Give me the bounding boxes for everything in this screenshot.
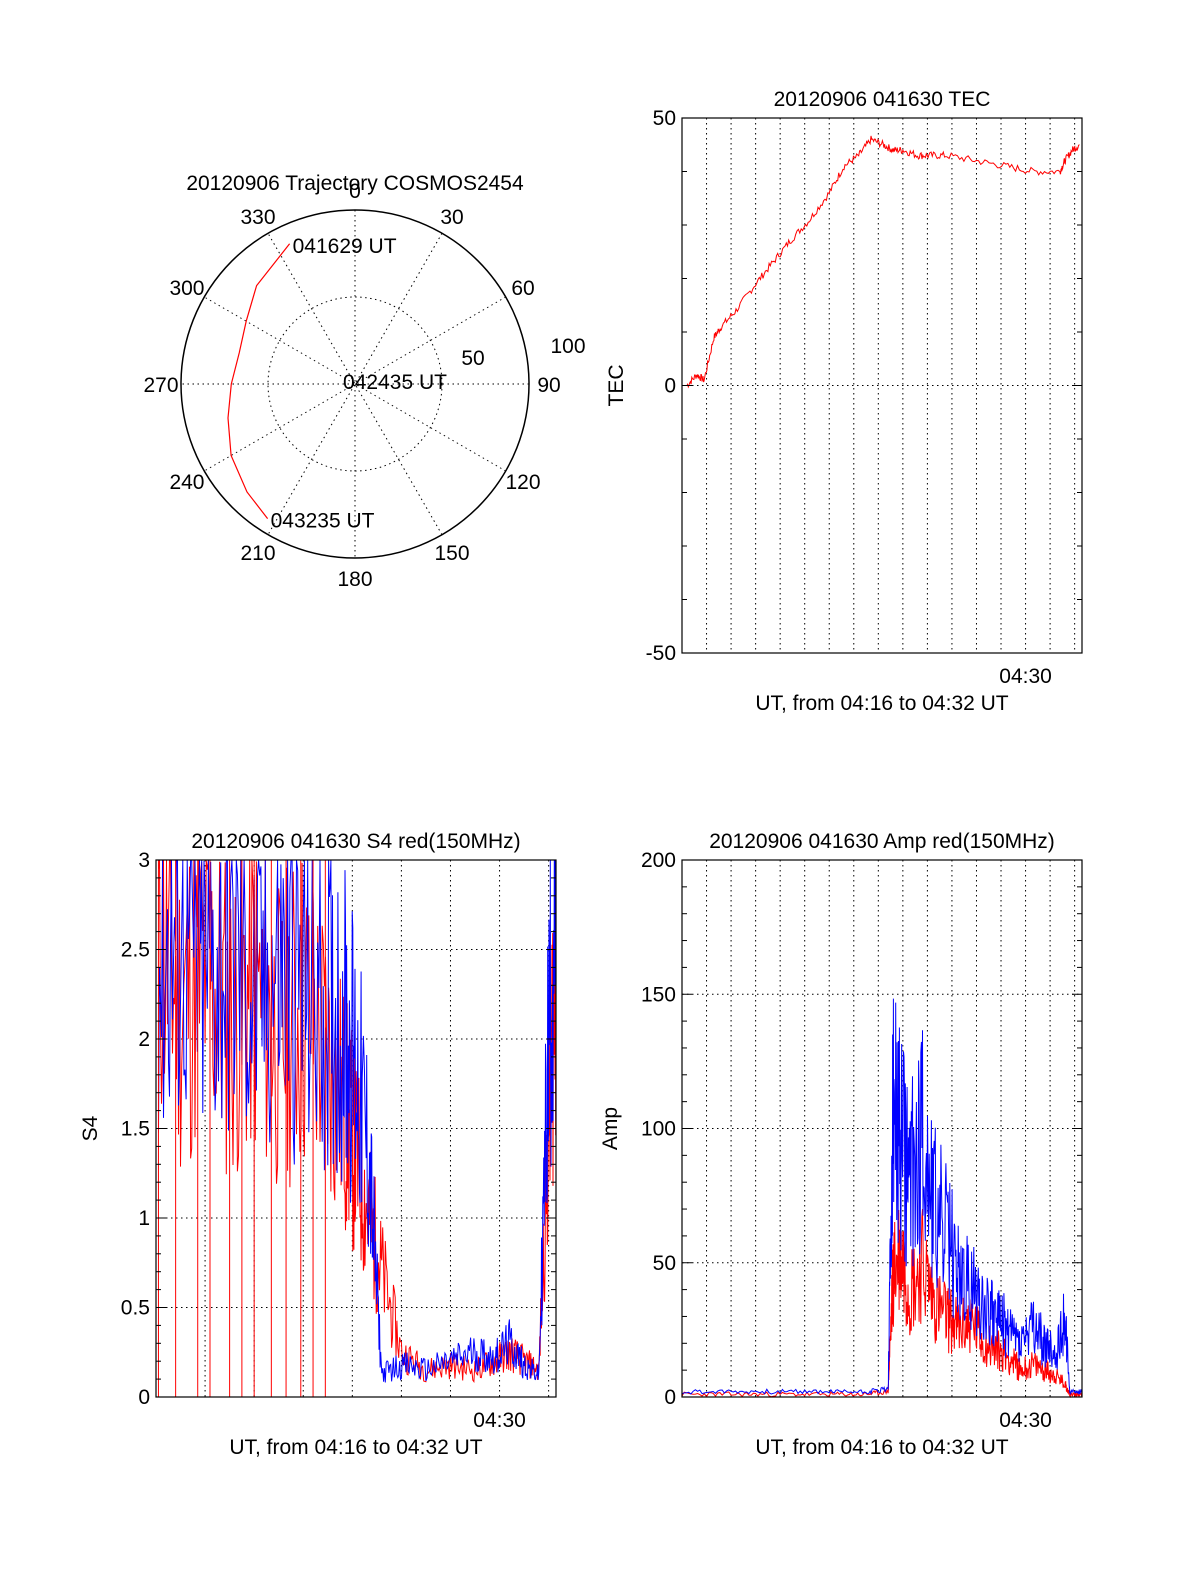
trajectory-time-label: 043235 UT [271, 510, 375, 533]
polar-angle-label: 270 [143, 374, 178, 397]
polar-title: 20120906 Trajectory COSMOS2454 [186, 172, 524, 195]
polar-angle-label: 0 [349, 180, 361, 203]
polar-angle-label: 30 [440, 206, 463, 229]
chart-title: 20120906 041630 TEC [774, 88, 991, 111]
polar-angle-label: 240 [169, 471, 204, 494]
y-tick-label: 0 [138, 1386, 150, 1409]
polar-radius-label: 100 [550, 335, 585, 358]
y-tick-label: 100 [641, 1118, 676, 1141]
y-tick-label: 150 [641, 983, 676, 1006]
y-tick-label: 2.5 [121, 939, 150, 962]
y-tick-label: 3 [138, 849, 150, 872]
x-axis-label: UT, from 04:16 to 04:32 UT [755, 1436, 1008, 1459]
y-axis-label: TEC [605, 365, 628, 407]
y-tick-label: 1.5 [121, 1118, 150, 1141]
polar-angle-label: 180 [337, 568, 372, 591]
trajectory-time-label: 041629 UT [293, 235, 397, 258]
polar-angle-label: 210 [240, 542, 275, 565]
series-line-1 [681, 998, 1083, 1396]
x-axis-label: UT, from 04:16 to 04:32 UT [755, 692, 1008, 715]
chart-title: 20120906 041630 S4 red(150MHz) [191, 830, 520, 853]
x-tick-label: 04:30 [999, 1409, 1052, 1432]
y-tick-label: 2 [138, 1028, 150, 1051]
y-tick-label: 1 [138, 1207, 150, 1230]
s4-chart-panel: 20120906 041630 S4 red(150MHz) 0 0.5 1 1.5 2 2… [79, 830, 557, 1459]
polar-angle-label: 330 [240, 206, 275, 229]
y-axis-label: Amp [599, 1107, 622, 1150]
y-tick-label: 0 [664, 1386, 676, 1409]
x-axis-label: UT, from 04:16 to 04:32 UT [229, 1436, 482, 1459]
y-axis-label: S4 [79, 1115, 102, 1141]
polar-angle-label: 60 [511, 277, 534, 300]
polar-angle-label: 300 [169, 277, 204, 300]
tec-chart-panel: 20120906 041630 TEC -50 0 50 04:30 UT, from 0… [605, 88, 1083, 715]
polar-angle-label: 120 [505, 471, 540, 494]
polar-radius-label: 50 [461, 347, 484, 370]
y-tick-label: 0.5 [121, 1297, 150, 1320]
chart-title: 20120906 041630 Amp red(150MHz) [709, 830, 1055, 853]
series-line-1 [158, 859, 557, 1383]
y-tick-label: 50 [653, 1252, 676, 1275]
polar-angle-label: 150 [434, 542, 469, 565]
trajectory-time-label: 042435 UT [343, 371, 447, 394]
y-tick-label: 50 [653, 107, 676, 130]
trajectory-line [227, 243, 291, 519]
polar-angle-label: 90 [537, 374, 560, 397]
x-tick-label: 04:30 [999, 665, 1052, 688]
x-tick-label: 04:30 [473, 1409, 526, 1432]
y-tick-label: 200 [641, 849, 676, 872]
series-line-0 [681, 1208, 1083, 1399]
polar-spoke [267, 233, 443, 535]
polar-spoke [267, 233, 443, 535]
y-tick-label: -50 [646, 642, 676, 665]
amp-chart-panel: 20120906 041630 Amp red(150MHz) 0 50 100 150… [599, 830, 1083, 1459]
y-tick-label: 0 [664, 375, 676, 398]
series-line-0 [686, 135, 1080, 389]
